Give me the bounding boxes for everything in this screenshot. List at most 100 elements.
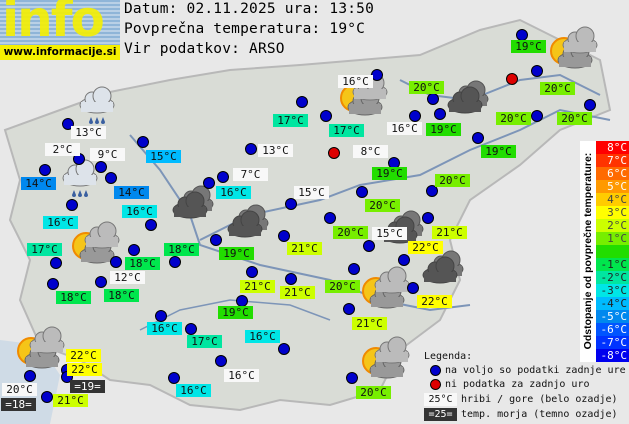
station-temperature-label[interactable]: 19°C bbox=[511, 40, 546, 53]
station-dot[interactable] bbox=[472, 132, 484, 144]
station-dot[interactable] bbox=[215, 355, 227, 367]
station-dot[interactable] bbox=[95, 161, 107, 173]
station-temperature-label[interactable]: 14°C bbox=[21, 177, 56, 190]
station-temperature-label[interactable]: 12°C bbox=[110, 271, 145, 284]
station-dot[interactable] bbox=[145, 219, 157, 231]
station-temperature-label[interactable]: 19°C bbox=[372, 167, 407, 180]
station-dot[interactable] bbox=[320, 110, 332, 122]
station-dot[interactable] bbox=[217, 171, 229, 183]
station-temperature-label[interactable]: 21°C bbox=[352, 317, 387, 330]
station-dot[interactable] bbox=[324, 212, 336, 224]
station-temperature-label[interactable]: 21°C bbox=[53, 394, 88, 407]
station-dot[interactable] bbox=[41, 391, 53, 403]
station-dot[interactable] bbox=[246, 266, 258, 278]
station-temperature-label[interactable]: 16°C bbox=[224, 369, 259, 382]
station-dot[interactable] bbox=[210, 234, 222, 246]
station-temperature-label[interactable]: 19°C bbox=[426, 123, 461, 136]
station-temperature-label[interactable]: 20°C bbox=[2, 383, 37, 396]
station-dot[interactable] bbox=[285, 273, 297, 285]
station-dot[interactable] bbox=[422, 212, 434, 224]
station-temperature-label[interactable]: 20°C bbox=[325, 280, 360, 293]
station-temperature-label[interactable]: 17°C bbox=[329, 124, 364, 137]
station-temperature-label[interactable]: 16°C bbox=[176, 384, 211, 397]
station-temperature-label[interactable]: 20°C bbox=[365, 199, 400, 212]
station-dot[interactable] bbox=[47, 278, 59, 290]
station-temperature-label[interactable]: 15°C bbox=[294, 186, 329, 199]
station-dot[interactable] bbox=[356, 186, 368, 198]
station-temperature-label[interactable]: 15°C bbox=[146, 150, 181, 163]
station-temperature-label[interactable]: 21°C bbox=[240, 280, 275, 293]
station-temperature-label[interactable]: 17°C bbox=[273, 114, 308, 127]
station-temperature-label[interactable]: 16°C bbox=[245, 330, 280, 343]
station-dot[interactable] bbox=[39, 164, 51, 176]
station-dot[interactable] bbox=[343, 303, 355, 315]
station-dot[interactable] bbox=[427, 93, 439, 105]
station-temperature-label[interactable]: 19°C bbox=[219, 247, 254, 260]
station-temperature-label[interactable]: 20°C bbox=[557, 112, 592, 125]
station-dot[interactable] bbox=[426, 185, 438, 197]
station-temperature-label[interactable]: 15°C bbox=[372, 227, 407, 240]
station-temperature-label[interactable]: 18°C bbox=[125, 257, 160, 270]
station-temperature-label[interactable]: 13°C bbox=[258, 144, 293, 157]
station-temperature-label[interactable]: 16°C bbox=[216, 186, 251, 199]
station-temperature-label[interactable]: 21°C bbox=[432, 226, 467, 239]
station-dot-missing[interactable] bbox=[328, 147, 340, 159]
station-dot[interactable] bbox=[137, 136, 149, 148]
station-dot[interactable] bbox=[128, 244, 140, 256]
station-dot[interactable] bbox=[409, 110, 421, 122]
station-temperature-label[interactable]: 22°C bbox=[417, 295, 452, 308]
station-temperature-label[interactable]: 13°C bbox=[71, 126, 106, 139]
station-temperature-label[interactable]: 19°C bbox=[481, 145, 516, 158]
station-temperature-label[interactable]: =19= bbox=[70, 380, 105, 393]
station-temperature-label[interactable]: 22°C bbox=[66, 349, 101, 362]
station-temperature-label[interactable]: 17°C bbox=[187, 335, 222, 348]
station-temperature-label[interactable]: 22°C bbox=[67, 363, 102, 376]
station-dot[interactable] bbox=[531, 110, 543, 122]
station-dot[interactable] bbox=[185, 323, 197, 335]
station-temperature-label[interactable]: 2°C bbox=[45, 143, 80, 156]
station-dot[interactable] bbox=[105, 172, 117, 184]
station-temperature-label[interactable]: 20°C bbox=[356, 386, 391, 399]
station-dot[interactable] bbox=[169, 256, 181, 268]
station-temperature-label[interactable]: 20°C bbox=[496, 112, 531, 125]
station-dot[interactable] bbox=[407, 282, 419, 294]
station-temperature-label[interactable]: 14°C bbox=[114, 186, 149, 199]
station-temperature-label[interactable]: 17°C bbox=[27, 243, 62, 256]
station-dot[interactable] bbox=[110, 256, 122, 268]
station-dot[interactable] bbox=[168, 372, 180, 384]
station-temperature-label[interactable]: 20°C bbox=[333, 226, 368, 239]
station-dot[interactable] bbox=[24, 370, 36, 382]
station-temperature-label[interactable]: 21°C bbox=[280, 286, 315, 299]
station-temperature-label[interactable]: 8°C bbox=[353, 145, 388, 158]
station-dot[interactable] bbox=[50, 257, 62, 269]
station-temperature-label[interactable]: 20°C bbox=[540, 82, 575, 95]
logo-url[interactable]: www.informacije.si bbox=[0, 45, 120, 60]
station-dot[interactable] bbox=[285, 198, 297, 210]
station-temperature-label[interactable]: 16°C bbox=[387, 122, 422, 135]
station-temperature-label[interactable]: 19°C bbox=[218, 306, 253, 319]
station-temperature-label[interactable]: 20°C bbox=[435, 174, 470, 187]
station-dot[interactable] bbox=[66, 199, 78, 211]
station-temperature-label[interactable]: =18= bbox=[1, 398, 36, 411]
info-logo[interactable]: info www.informacije.si bbox=[0, 0, 120, 60]
station-dot[interactable] bbox=[95, 276, 107, 288]
station-dot[interactable] bbox=[278, 343, 290, 355]
station-dot[interactable] bbox=[584, 99, 596, 111]
station-dot[interactable] bbox=[245, 143, 257, 155]
station-dot[interactable] bbox=[346, 372, 358, 384]
station-temperature-label[interactable]: 16°C bbox=[122, 205, 157, 218]
station-dot[interactable] bbox=[434, 108, 446, 120]
station-dot[interactable] bbox=[296, 96, 308, 108]
station-dot[interactable] bbox=[155, 310, 167, 322]
station-temperature-label[interactable]: 16°C bbox=[147, 322, 182, 335]
station-temperature-label[interactable]: 9°C bbox=[90, 148, 125, 161]
station-temperature-label[interactable]: 16°C bbox=[43, 216, 78, 229]
station-temperature-label[interactable]: 21°C bbox=[287, 242, 322, 255]
station-dot[interactable] bbox=[363, 240, 375, 252]
station-temperature-label[interactable]: 18°C bbox=[104, 289, 139, 302]
station-dot[interactable] bbox=[203, 177, 215, 189]
station-temperature-label[interactable]: 18°C bbox=[164, 243, 199, 256]
station-dot[interactable] bbox=[348, 263, 360, 275]
station-temperature-label[interactable]: 18°C bbox=[56, 291, 91, 304]
station-dot[interactable] bbox=[398, 254, 410, 266]
